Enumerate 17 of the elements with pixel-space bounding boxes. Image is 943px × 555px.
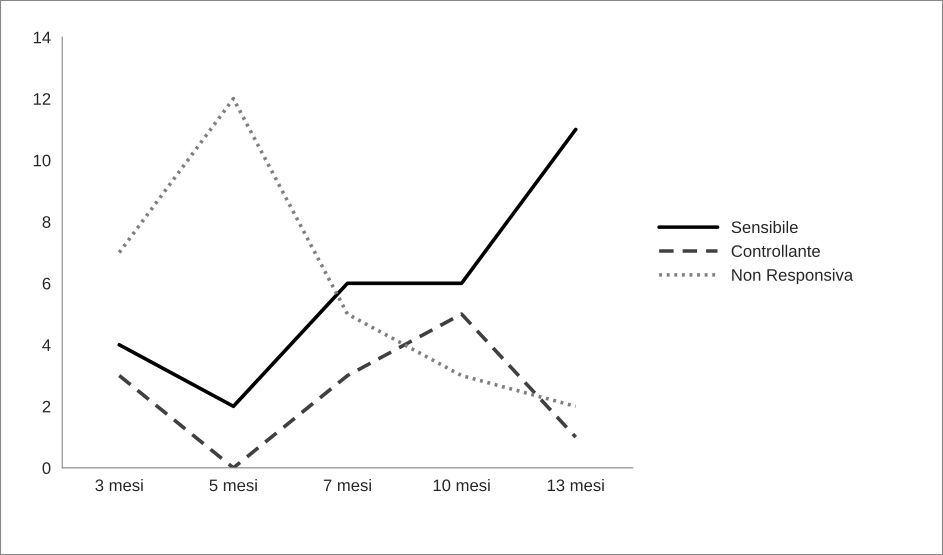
legend-label: Non Responsiva bbox=[732, 268, 854, 284]
y-tick-label: 2 bbox=[42, 400, 50, 412]
y-tick-label: 10 bbox=[34, 154, 50, 166]
x-tick-label: 5 mesi bbox=[210, 478, 257, 492]
y-tick-label: 0 bbox=[42, 462, 50, 474]
legend-label: Sensibile bbox=[732, 220, 798, 234]
line-series bbox=[117, 312, 578, 468]
y-tick-label: 14 bbox=[34, 32, 51, 44]
y-tick-label: 12 bbox=[34, 93, 50, 105]
y-tick-label: 6 bbox=[42, 278, 50, 290]
x-tick-label: 3 mesi bbox=[95, 478, 143, 492]
x-tick-label: 7 mesi bbox=[324, 478, 371, 492]
x-tick-label: 10 mesi bbox=[434, 478, 490, 492]
x-tick-label: 13 mesi bbox=[548, 478, 604, 492]
y-tick-label: 4 bbox=[42, 339, 51, 351]
y-tick-label: 8 bbox=[42, 216, 50, 228]
legend-label: Controllante bbox=[732, 244, 820, 257]
